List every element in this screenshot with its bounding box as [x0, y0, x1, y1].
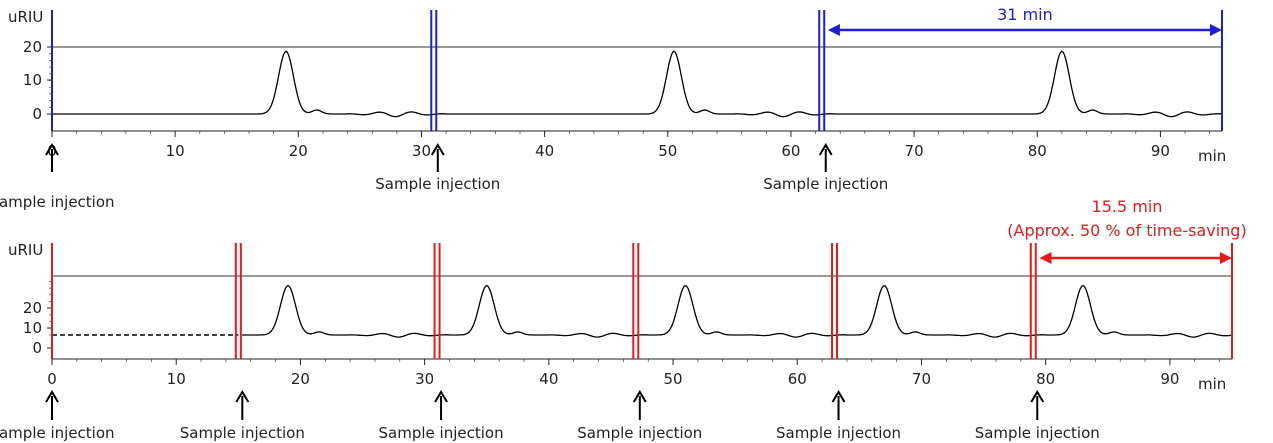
x-tick-label: 10 — [167, 370, 186, 388]
x-tick-label: 20 — [291, 370, 310, 388]
injection-label: Sample injection — [375, 175, 500, 193]
y-tick-label: 0 — [32, 105, 42, 123]
x-tick-label: 70 — [905, 142, 924, 160]
y-tick-label: 20 — [23, 38, 42, 56]
y-axis-label: uRIU — [8, 241, 43, 259]
interval-annotation-label: 15.5 min — [1092, 197, 1163, 216]
interval-annotation-label: 31 min — [997, 5, 1053, 24]
x-tick-label: 90 — [1151, 142, 1170, 160]
x-axis-label: min — [1198, 375, 1226, 393]
x-tick-label: 80 — [1036, 370, 1055, 388]
x-tick-label: 30 — [412, 142, 431, 160]
x-tick-label: 60 — [781, 142, 800, 160]
x-tick-label: 40 — [535, 142, 554, 160]
x-tick-label: 60 — [788, 370, 807, 388]
x-axis-label: min — [1198, 147, 1226, 165]
injection-arrow-head — [45, 390, 59, 403]
x-tick-label: 20 — [289, 142, 308, 160]
y-axis-label: uRIU — [8, 8, 43, 26]
chromatogram-trace — [242, 284, 1233, 338]
injection-label: Sample injection — [180, 424, 305, 442]
y-tick-label: 0 — [32, 339, 42, 357]
interval-arrow-head-right — [1220, 252, 1232, 264]
x-tick-label: 50 — [658, 142, 677, 160]
injection-arrow-head — [235, 390, 250, 403]
x-tick-label: 10 — [166, 142, 185, 160]
y-tick-label: 10 — [23, 319, 42, 337]
interval-arrow-head-left — [827, 24, 840, 36]
y-tick-label: 10 — [23, 71, 42, 89]
injection-arrow-head — [45, 143, 59, 156]
injection-label: Sample injection — [776, 424, 901, 442]
injection-label: Sample injection — [0, 424, 115, 442]
x-tick-label: 90 — [1160, 370, 1179, 388]
interval-arrow-head-left — [1039, 252, 1052, 264]
x-tick-label: 40 — [539, 370, 558, 388]
injection-arrow-head — [1030, 390, 1045, 403]
injection-arrow-head — [434, 390, 448, 403]
injection-label: Sample injection — [0, 193, 115, 211]
injection-label: Sample injection — [577, 424, 702, 442]
injection-label: Sample injection — [379, 424, 504, 442]
x-tick-label: 70 — [912, 370, 931, 388]
injection-arrow-head — [818, 143, 833, 156]
x-tick-label: 30 — [415, 370, 434, 388]
injection-arrow-head — [430, 143, 445, 156]
interval-arrow-head-right — [1210, 24, 1222, 36]
injection-arrow-head — [831, 390, 846, 403]
injection-label: Sample injection — [763, 175, 888, 193]
injection-arrow-head — [632, 390, 647, 403]
injection-label: Sample injection — [975, 424, 1100, 442]
x-tick-label: 0 — [47, 370, 57, 388]
x-tick-label: 50 — [664, 370, 683, 388]
interval-annotation-sublabel: (Approx. 50 % of time-saving) — [1007, 221, 1246, 240]
chromatogram-trace — [52, 50, 1222, 118]
y-tick-label: 20 — [23, 299, 42, 317]
x-tick-label: 80 — [1028, 142, 1047, 160]
lower-chromatogram-panel: uRIU min 0 10 20 0 10 20 30 40 50 60 70 80 90 Sample in… — [0, 197, 1247, 442]
